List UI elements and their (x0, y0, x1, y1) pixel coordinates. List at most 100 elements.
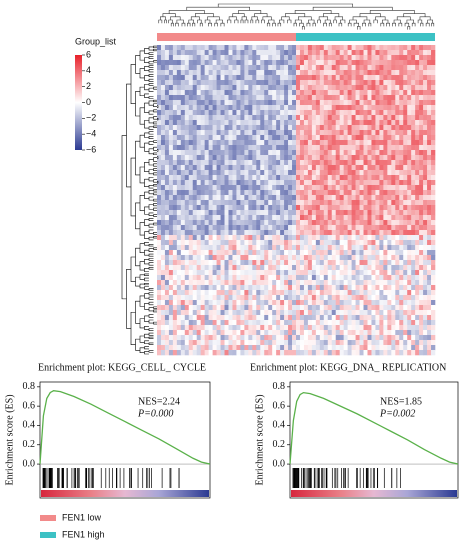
heatmap-cell (379, 75, 384, 81)
heatmap-cell (299, 120, 305, 126)
heatmap-cell (331, 80, 337, 86)
heatmap-cell (299, 325, 305, 331)
heatmap-cell (363, 95, 368, 101)
heatmap-cell (160, 200, 166, 206)
heatmap-cell (403, 175, 408, 181)
heatmap-cell (423, 280, 428, 286)
heatmap-cell (172, 300, 178, 306)
heatmap-cell (391, 245, 396, 251)
heatmap-cell (200, 220, 205, 226)
heatmap-cell (196, 260, 201, 266)
heatmap-cell (303, 310, 309, 316)
heatmap-cell (319, 55, 325, 61)
heatmap-cell (403, 230, 408, 236)
heatmap-cell (423, 125, 428, 131)
heatmap-cell (423, 330, 428, 336)
heatmap-cell (228, 115, 233, 121)
heatmap-cell (168, 290, 174, 296)
heatmap-cell (180, 325, 186, 331)
heatmap-cell (379, 245, 384, 251)
heatmap-cell (375, 240, 380, 246)
heatmap-cell (415, 80, 420, 86)
heatmap-cell (260, 335, 265, 341)
heatmap-cell (260, 310, 265, 316)
column-dendrogram (353, 22, 360, 27)
heatmap-cell (375, 235, 380, 241)
column-dendrogram (188, 19, 194, 24)
heatmap-cell (415, 245, 420, 251)
heatmap-cell (288, 220, 293, 226)
heatmap-cell (280, 225, 285, 231)
heatmap-cell (256, 330, 261, 336)
heatmap-cell (395, 185, 400, 191)
heatmap-cell (184, 75, 190, 81)
heatmap-cell (272, 110, 277, 116)
heatmap-cell (272, 325, 277, 331)
heatmap-cell (395, 225, 400, 231)
row-dendrogram (135, 202, 140, 230)
heatmap-cell (172, 220, 178, 226)
heatmap-cell (232, 235, 237, 241)
heatmap-cell (252, 175, 257, 181)
heatmap-cell (280, 140, 285, 146)
heatmap-cell (172, 55, 178, 61)
column-dendrogram (214, 22, 218, 27)
row-dendrogram (148, 296, 154, 300)
heatmap-cell (335, 265, 340, 271)
heatmap-cell (407, 90, 412, 96)
heatmap-cell (423, 115, 428, 121)
heatmap-cell (383, 95, 388, 101)
heatmap-cell (399, 320, 404, 326)
heatmap-cell (319, 315, 325, 321)
heatmap-cell (172, 150, 178, 156)
heatmap-cell (415, 150, 420, 156)
heatmap-cell (180, 235, 186, 241)
heatmap-cell (371, 155, 376, 161)
heatmap-cell (339, 320, 344, 326)
column-dendrogram (323, 22, 327, 27)
heatmap-cell (216, 125, 221, 131)
heatmap-cell (431, 275, 436, 281)
heatmap-cell (331, 155, 337, 161)
heatmap-cell (264, 305, 269, 311)
heatmap-cell (248, 105, 253, 111)
heatmap-cell (383, 195, 388, 201)
heatmap-cell (204, 60, 209, 66)
heatmap-cell (200, 280, 205, 286)
heatmap-cell (359, 115, 364, 121)
heatmap-cell (379, 85, 384, 91)
heatmap-cell (331, 60, 337, 66)
heatmap-cell (160, 290, 166, 296)
heatmap-cell (252, 190, 257, 196)
heatmap-cell (276, 220, 281, 226)
heatmap-cell (383, 145, 388, 151)
heatmap-cell (176, 325, 182, 331)
heatmap-cell (327, 250, 333, 256)
heatmap-cell (288, 240, 293, 246)
heatmap-cell (351, 205, 356, 211)
heatmap-cell (303, 175, 309, 181)
heatmap-cell (224, 105, 229, 111)
heatmap-cell (327, 150, 333, 156)
heatmap-cell (299, 80, 305, 86)
heatmap-cell (363, 45, 368, 51)
heatmap-cell (248, 200, 253, 206)
heatmap-cell (315, 135, 321, 141)
heatmap-cell (252, 285, 257, 291)
heatmap-cell (180, 130, 186, 136)
heatmap-cell (216, 325, 221, 331)
heatmap-cell (371, 345, 376, 351)
heatmap-cell (292, 250, 297, 256)
row-dendrogram (148, 69, 154, 73)
heatmap-cell (196, 225, 201, 231)
heatmap-cell (192, 170, 198, 176)
heatmap-cell (307, 285, 313, 291)
heatmap-cell (331, 135, 337, 141)
heatmap-cell (260, 145, 265, 151)
heatmap-cell (252, 50, 257, 56)
heatmap-cell (288, 300, 293, 306)
heatmap-cell (228, 180, 233, 186)
heatmap-cell (248, 335, 253, 341)
heatmap-cell (311, 75, 317, 81)
heatmap-cell (184, 220, 190, 226)
